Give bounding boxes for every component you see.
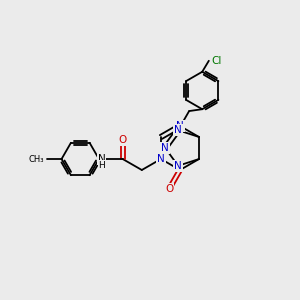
Text: N: N bbox=[174, 125, 182, 135]
Text: N: N bbox=[174, 161, 182, 171]
Text: O: O bbox=[118, 135, 127, 145]
Text: N: N bbox=[176, 121, 184, 131]
Text: O: O bbox=[165, 184, 173, 194]
Text: N: N bbox=[98, 154, 106, 164]
Text: CH₃: CH₃ bbox=[29, 154, 44, 164]
Text: H: H bbox=[98, 160, 105, 169]
Text: N: N bbox=[157, 154, 165, 164]
Text: Cl: Cl bbox=[212, 56, 222, 66]
Text: N: N bbox=[161, 143, 169, 153]
